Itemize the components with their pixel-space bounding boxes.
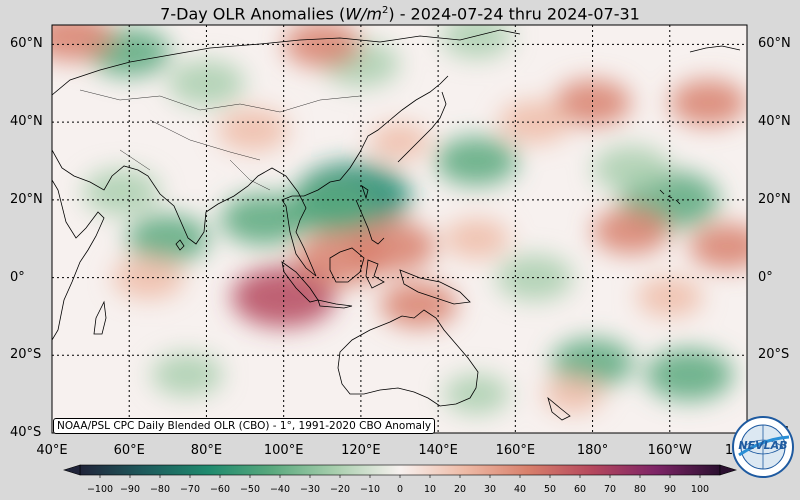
negative-anomaly-region (443, 374, 510, 415)
colorbar-tick-label: −50 (239, 484, 261, 495)
colorbar-tick-label: 50 (543, 484, 557, 495)
coastline-taiwan (361, 185, 369, 200)
positive-anomaly-region (283, 25, 361, 68)
latitude-label: 20°N (758, 191, 791, 207)
positive-anomaly-region (217, 108, 289, 152)
positive-anomaly-region (498, 100, 571, 144)
negative-anomaly-region (440, 25, 513, 59)
latitude-label: 0° (10, 269, 25, 285)
coastline-sulawesi (365, 259, 385, 289)
latitude-label: 20°N (10, 191, 43, 207)
colorbar-tick-label: 10 (423, 484, 437, 495)
colorbar-tick-label: 100 (690, 484, 710, 495)
longitude-label: 160°E (495, 443, 536, 458)
latitude-label: 20°S (10, 347, 42, 363)
map-title: 7-Day OLR Anomalies (W/m2) - 2024-07-24 … (160, 4, 640, 24)
colorbar-tick-label: −40 (269, 484, 291, 495)
negative-anomaly-region (167, 60, 245, 107)
colorbar-max-extend (719, 464, 738, 476)
positive-anomaly-region (52, 25, 113, 62)
country-borders (79, 89, 361, 191)
data-source-note: NOAA/PSL CPC Daily Blended OLR (CBO) - 1… (53, 418, 436, 434)
longitude-label: 160°W (647, 443, 692, 458)
coastline-madagascar (93, 300, 107, 335)
colorbar-min-extend (62, 464, 81, 476)
coastline-africa-arabia (52, 179, 105, 341)
coastline-eurasia (52, 29, 521, 277)
coastline-japan (397, 91, 447, 163)
colorbar-tick-label: 70 (603, 484, 617, 495)
colorbar-tick-label: 80 (633, 484, 647, 495)
positive-anomaly-region (592, 207, 670, 254)
colorbar-tick-label: 90 (663, 484, 677, 495)
negative-anomaly-region (592, 145, 670, 192)
latitude-label: 60°N (10, 36, 43, 52)
colorbar-tick-label: 0 (396, 484, 404, 495)
colorbar-tick-label: 20 (453, 484, 467, 495)
negative-anomaly-region (151, 353, 223, 397)
coastline-australia (337, 309, 479, 407)
positive-anomaly-region (689, 223, 747, 270)
coastline-borneo (329, 247, 365, 283)
latitude-label: 40°N (10, 114, 43, 130)
longitude-label: 80°E (190, 443, 223, 458)
longitude-label: 180° (576, 443, 609, 458)
latitude-label: 40°N (758, 114, 791, 130)
globe-icon (732, 416, 794, 478)
longitude-label: 40°E (36, 443, 68, 458)
latitude-label: 40°S (10, 425, 42, 440)
negative-anomaly-region (435, 136, 518, 186)
negative-anomaly-region (551, 338, 634, 388)
colorbar-tick-label: −10 (359, 484, 381, 495)
colorbar-tick-label: −70 (179, 484, 201, 495)
latitude-label: 60°N (758, 36, 791, 52)
positive-anomaly-region (369, 123, 430, 161)
longitude-label: 100°E (263, 443, 304, 458)
positive-anomaly-region (554, 79, 632, 126)
longitude-label: 120°E (341, 443, 381, 458)
colorbar-tick-label: −60 (209, 484, 231, 495)
colorbar-tick-label: 60 (573, 484, 587, 495)
coastline-new-guinea (399, 269, 471, 305)
positive-anomaly-region (669, 79, 747, 126)
positive-anomaly-region (443, 218, 510, 259)
negative-anomaly-region (126, 214, 210, 264)
colorbar-tick-label: 30 (483, 484, 497, 495)
latitude-label: 20°S (758, 347, 790, 363)
coastline-sumatra (281, 261, 319, 303)
colorbar-tick-label: −100 (86, 484, 114, 495)
colorbar-tick-label: −20 (329, 484, 351, 495)
nevlab-logo: NEVLAB (731, 415, 795, 479)
longitude-label: 140°E (418, 443, 458, 458)
coastline-new-zealand (547, 396, 571, 421)
colorbar-tick-label: −90 (119, 484, 141, 495)
colorbar-tick-label: 40 (513, 484, 527, 495)
negative-anomaly-region (83, 169, 160, 216)
logo-text: NEVLAB (738, 439, 788, 452)
colorbar (79, 464, 721, 476)
coastline-sri-lanka (175, 239, 185, 251)
longitude-label: 60°E (113, 443, 145, 458)
latitude-label: 0° (758, 269, 773, 285)
positive-anomaly-region (543, 375, 604, 413)
coastline-java (317, 299, 353, 309)
colorbar-tick-label: −80 (149, 484, 171, 495)
colorbar-tick-label: −30 (299, 484, 321, 495)
coastline-alaska (689, 45, 741, 53)
negative-anomaly-region (220, 193, 309, 246)
negative-anomaly-region (645, 348, 734, 401)
